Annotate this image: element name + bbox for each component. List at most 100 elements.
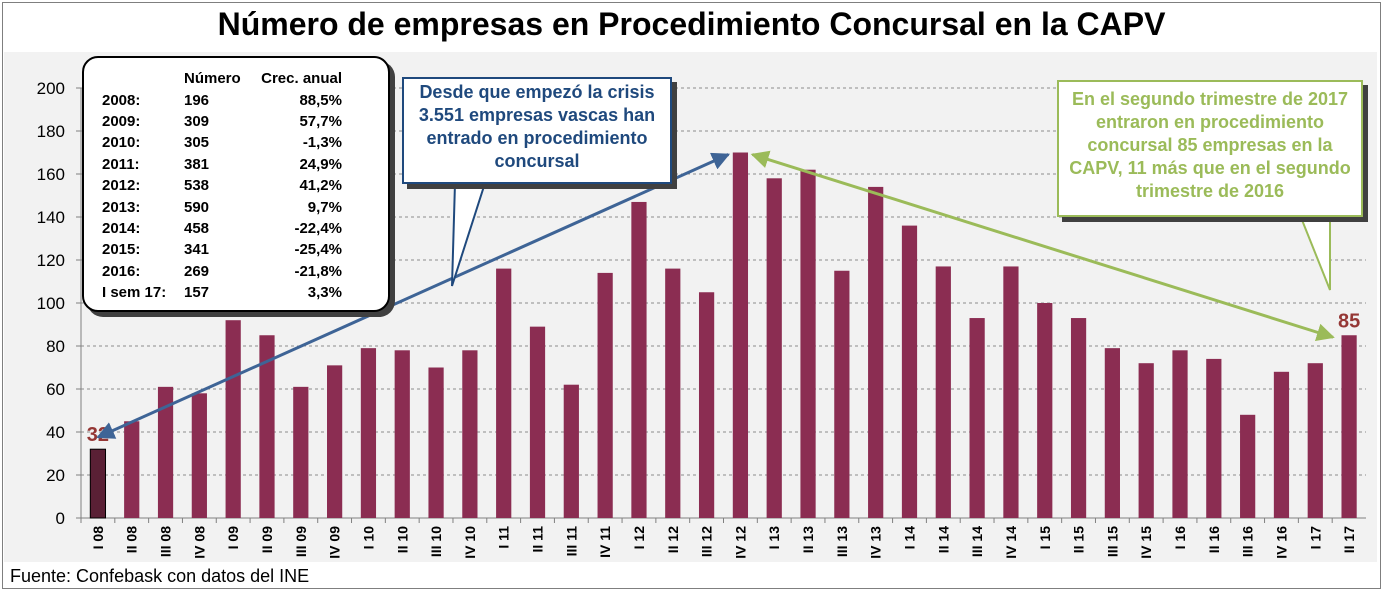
stats-row: 2009: 309 57,7% bbox=[102, 111, 342, 132]
stats-number: 458 bbox=[184, 219, 210, 237]
crisis-callout-line: entrado en procedimiento bbox=[426, 128, 648, 148]
x-tick-label: I 15 bbox=[1037, 526, 1053, 550]
x-tick-label: II 15 bbox=[1071, 526, 1087, 553]
crisis-arrow bbox=[96, 152, 731, 439]
x-tick-label: II 16 bbox=[1206, 526, 1222, 553]
bar bbox=[597, 272, 613, 518]
y-tick-label: 20 bbox=[46, 466, 65, 485]
y-tick-label: 140 bbox=[37, 208, 65, 227]
bar bbox=[1104, 348, 1120, 518]
stats-year: 2012: bbox=[102, 177, 141, 195]
stats-growth: 41,2% bbox=[299, 177, 342, 195]
x-tick-label: IV 15 bbox=[1138, 526, 1154, 559]
stats-year: I sem 17: bbox=[102, 284, 167, 302]
x-tick-label: III 14 bbox=[969, 526, 985, 557]
stats-year: 2008: bbox=[102, 91, 141, 109]
bar bbox=[1307, 363, 1323, 518]
q2-comparison-arrow bbox=[750, 150, 1335, 341]
y-tick-label: 160 bbox=[37, 165, 65, 184]
stats-row: 2010: 305 -1,3% bbox=[102, 132, 342, 153]
q2-callout-pointer bbox=[1298, 214, 1331, 291]
stats-year: 2016: bbox=[102, 262, 141, 280]
bar bbox=[969, 318, 985, 518]
stats-number: 538 bbox=[184, 177, 210, 195]
bar bbox=[935, 266, 951, 518]
bar bbox=[1240, 414, 1256, 518]
stats-number: 309 bbox=[184, 112, 210, 130]
bar bbox=[834, 270, 850, 518]
q2-2017-callout: En el segundo trimestre de 2017 entraron… bbox=[1057, 80, 1363, 217]
stats-growth: -22,4% bbox=[294, 219, 342, 237]
x-tick-label: II 10 bbox=[394, 526, 410, 553]
stats-row: 2015: 341 -25,4% bbox=[102, 239, 342, 260]
y-tick-label: 180 bbox=[37, 122, 65, 141]
x-tick-label: II 08 bbox=[124, 526, 140, 553]
y-tick-label: 200 bbox=[37, 79, 65, 98]
q2-callout-line: entraron en procedimiento bbox=[1095, 112, 1325, 132]
stats-row: 2012: 538 41,2% bbox=[102, 175, 342, 196]
crisis-callout-line: 3.551 empresas vascas han bbox=[418, 105, 656, 125]
stats-number: 341 bbox=[184, 241, 210, 259]
x-tick-label: IV 14 bbox=[1003, 526, 1019, 559]
stats-growth: 3,3% bbox=[307, 284, 342, 302]
x-tick-label: II 11 bbox=[530, 526, 546, 553]
x-tick-label: I 08 bbox=[90, 526, 106, 550]
bars bbox=[89, 152, 1357, 519]
x-tick-label: IV 10 bbox=[462, 526, 478, 559]
bar bbox=[732, 152, 749, 518]
bar bbox=[496, 268, 512, 518]
stats-row: 2008: 196 88,5% bbox=[102, 89, 342, 110]
bar bbox=[1037, 303, 1053, 518]
x-tick-label: IV 12 bbox=[732, 526, 748, 559]
q2-callout-line: CAPV, 11 más que en el segundo bbox=[1069, 158, 1351, 178]
bar bbox=[563, 384, 579, 518]
y-tick-label: 120 bbox=[37, 251, 65, 270]
stats-number: 269 bbox=[184, 262, 210, 280]
crisis-callout: Desde que empezó la crisis 3.551 empresa… bbox=[402, 77, 672, 184]
bar bbox=[89, 448, 107, 519]
bar bbox=[1341, 335, 1357, 518]
bar bbox=[327, 365, 343, 518]
stats-header-number: Número bbox=[184, 70, 241, 88]
x-tick-label: II 09 bbox=[259, 526, 275, 553]
stats-number: 590 bbox=[184, 198, 210, 216]
x-tick-label: III 15 bbox=[1104, 526, 1120, 557]
q2-callout-line: En el segundo trimestre de 2017 bbox=[1071, 89, 1349, 109]
x-tick-label: II 12 bbox=[665, 526, 681, 553]
stats-row: 2011: 381 24,9% bbox=[102, 154, 342, 175]
x-tick-label: II 13 bbox=[800, 526, 816, 553]
chart-title: Número de empresas en Procedimiento Conc… bbox=[217, 6, 1166, 42]
bar bbox=[868, 186, 884, 518]
bar bbox=[1003, 266, 1019, 518]
stats-header-year bbox=[102, 68, 184, 89]
y-tick-label: 40 bbox=[46, 423, 65, 442]
x-tick-label: I 09 bbox=[225, 526, 241, 550]
x-tick-label: I 14 bbox=[901, 526, 917, 550]
q2-callout-line: concursal 85 empresas en la bbox=[1087, 135, 1333, 155]
x-tick-label: IV 08 bbox=[191, 526, 207, 559]
x-tick-label: I 16 bbox=[1172, 526, 1188, 550]
bar bbox=[1138, 363, 1154, 518]
annual-stats-table: Número Crec. anual 2008: 196 88,5% 2009: 30… bbox=[82, 56, 390, 312]
x-tick-label: I 17 bbox=[1307, 526, 1323, 550]
y-tick-label: 80 bbox=[46, 337, 65, 356]
x-tick-label: III 13 bbox=[834, 526, 850, 557]
x-tick-label: II 17 bbox=[1341, 526, 1357, 553]
stats-row: 2016: 269 -21,8% bbox=[102, 261, 342, 282]
x-tick-label: II 14 bbox=[935, 526, 951, 553]
x-tick-label: III 08 bbox=[158, 526, 174, 557]
stats-row: 2014: 458 -22,4% bbox=[102, 218, 342, 239]
stats-growth: 88,5% bbox=[299, 91, 342, 109]
bar bbox=[698, 292, 715, 518]
stats-year: 2011: bbox=[102, 155, 140, 173]
x-tick-label: I 12 bbox=[631, 526, 647, 550]
bar bbox=[394, 350, 410, 518]
bar bbox=[1070, 318, 1087, 518]
crisis-callout-line: Desde que empezó la crisis bbox=[419, 82, 655, 102]
stats-number: 157 bbox=[184, 284, 210, 302]
y-tick-label: 100 bbox=[37, 294, 65, 313]
stats-row: I sem 17: 157 3,3% bbox=[102, 282, 342, 303]
x-tick-label: I 13 bbox=[766, 526, 782, 550]
x-tick-label: IV 11 bbox=[597, 526, 613, 558]
stats-growth: -1,3% bbox=[302, 134, 342, 152]
